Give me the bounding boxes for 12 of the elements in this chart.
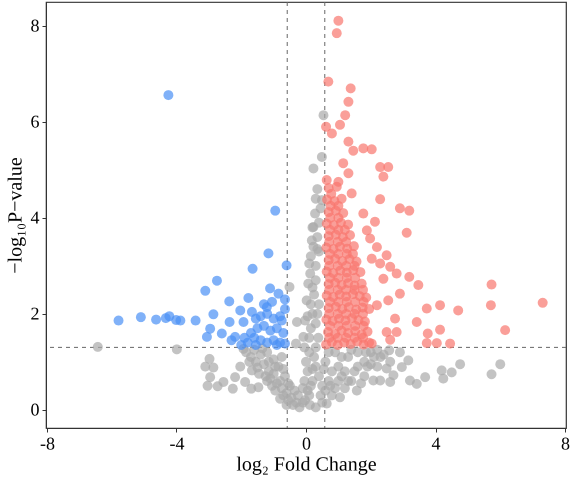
x-tick-label: 4 xyxy=(432,434,441,454)
x-tick-label: -4 xyxy=(169,434,184,454)
x-axis-title: log₂ Fold Change xyxy=(236,454,377,476)
y-tick-label: 6 xyxy=(30,111,40,132)
y-tick-label: 8 xyxy=(30,15,40,36)
x-tick-label: 0 xyxy=(302,434,311,454)
x-tick-label: -8 xyxy=(40,434,55,454)
x-tick-label: 8 xyxy=(561,434,570,454)
y-axis-title: −log₁₀P−value xyxy=(4,157,26,274)
y-tick-label: 4 xyxy=(30,207,40,228)
y-tick-label: 0 xyxy=(30,399,40,420)
y-tick-label: 2 xyxy=(30,303,40,324)
